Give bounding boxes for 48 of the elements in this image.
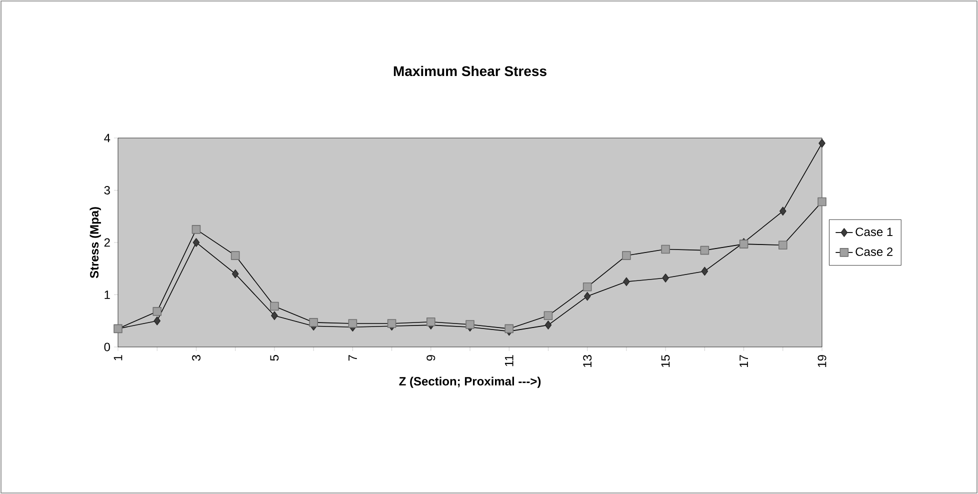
point: [584, 292, 591, 301]
point: [192, 225, 201, 234]
point: [818, 197, 826, 206]
x-tick-label: 9: [426, 355, 436, 361]
x-tick-label: 15: [661, 355, 670, 367]
legend-label: Case 1: [856, 228, 893, 236]
point: [271, 311, 278, 320]
x-tick-label: 1: [114, 355, 122, 360]
chart-title: Maximum Shear Stress: [394, 66, 546, 76]
point: [152, 307, 162, 316]
x-axis-title: Z (Section; Proximal --->): [399, 376, 541, 388]
point: [230, 251, 240, 260]
x-tick-label: 5: [270, 355, 279, 361]
point: [192, 238, 200, 247]
x-tick-label: 13: [583, 355, 592, 367]
point: [154, 316, 161, 326]
point: [387, 319, 396, 328]
x-tick-label: 19: [818, 355, 826, 367]
point: [466, 320, 474, 329]
point: [700, 246, 710, 255]
point: [544, 320, 552, 330]
y-tick-label: 0: [104, 342, 110, 352]
point: [504, 324, 514, 334]
point: [232, 269, 239, 278]
point: [309, 318, 318, 327]
y-tick-label: 1: [104, 290, 110, 299]
point: [778, 240, 788, 250]
point: [779, 206, 786, 216]
point: [818, 138, 826, 148]
x-tick-label: 17: [740, 355, 748, 367]
y-tick-label: 4: [104, 134, 110, 142]
point: [544, 311, 553, 320]
y-tick-label: 2: [104, 238, 110, 247]
y-axis-title: Stress (Mpa): [90, 207, 101, 278]
point: [701, 266, 708, 276]
point: [662, 274, 669, 282]
legend-label: Case 2: [856, 247, 893, 256]
x-tick-label: 3: [192, 355, 200, 361]
x-tick-label: 11: [504, 355, 514, 366]
point: [270, 302, 279, 311]
point: [348, 319, 358, 328]
point: [582, 282, 592, 292]
x-tick-label: 7: [348, 355, 357, 361]
point: [426, 318, 436, 326]
point: [622, 251, 631, 260]
point: [661, 244, 670, 254]
y-tick-label: 3: [104, 186, 110, 194]
point: [623, 277, 630, 286]
